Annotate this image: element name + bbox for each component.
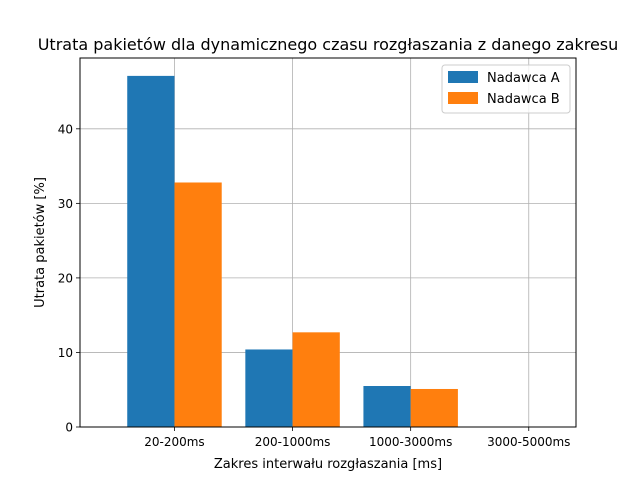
bars: [127, 75, 458, 428]
x-tick-label: 200-1000ms: [255, 435, 331, 449]
y-tick-label: 40: [58, 122, 73, 136]
y-tick-label: 10: [58, 346, 73, 360]
x-tick-label: 20-200ms: [144, 435, 204, 449]
x-axis-label: Zakres interwału rozgłaszania [ms]: [214, 457, 442, 472]
legend: Nadawca A Nadawca B: [441, 64, 571, 114]
bar-b-1: [292, 332, 340, 427]
y-tick-label: 20: [58, 271, 73, 285]
legend-label: Nadawca A: [487, 71, 560, 86]
bar-b-2: [410, 388, 458, 427]
plot-frame: [79, 57, 577, 428]
bar-a-2: [363, 386, 411, 427]
x-axis-ticks: 20-200ms 200-1000ms 1000-3000ms 3000-5000ms: [144, 427, 570, 449]
legend-swatch: [448, 71, 478, 83]
legend-swatch: [448, 92, 478, 104]
x-tick-label: 1000-3000ms: [369, 435, 452, 449]
bar-a-1: [245, 349, 293, 427]
y-axis-ticks: 0 10 20 30 40: [58, 122, 80, 435]
x-tick-label: 3000-5000ms: [487, 435, 570, 449]
legend-label: Nadawca B: [487, 92, 560, 107]
bar-a-0: [127, 75, 175, 428]
chart-title: Utrata pakietów dla dynamicznego czasu r…: [38, 35, 619, 54]
bar-b-0: [174, 182, 222, 427]
y-tick-label: 30: [58, 197, 73, 211]
y-axis-label: Utrata pakietów [%]: [33, 177, 48, 308]
y-tick-label: 0: [65, 421, 73, 435]
